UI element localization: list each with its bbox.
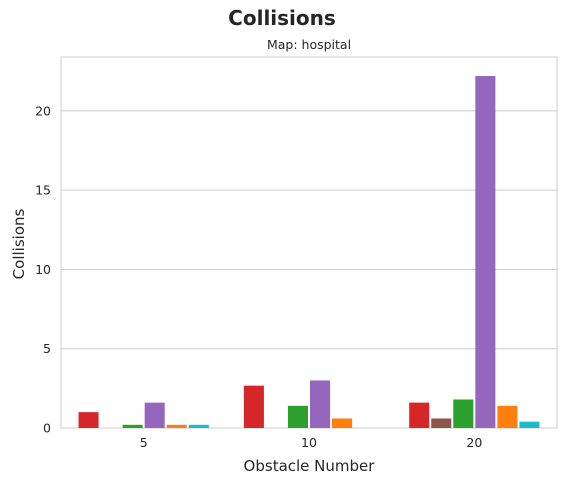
- bar: [144, 402, 165, 428]
- y-tick-label: 5: [43, 341, 51, 356]
- bar: [332, 418, 353, 428]
- y-tick-labels: 0 5 10 15 20: [35, 103, 51, 435]
- bar: [78, 412, 99, 428]
- bar: [409, 402, 430, 428]
- y-tick-label: 0: [43, 421, 51, 436]
- y-tick-label: 20: [35, 103, 51, 118]
- bar: [519, 421, 540, 428]
- x-tick-label: 20: [466, 435, 482, 450]
- plot-frame: [60, 56, 558, 429]
- bar: [166, 424, 187, 428]
- bar: [431, 418, 452, 428]
- bar: [310, 380, 331, 428]
- y-tick-label: 10: [35, 262, 51, 277]
- bar: [497, 405, 518, 428]
- bar: [287, 405, 308, 428]
- bar: [188, 424, 209, 428]
- y-axis-label: Collisions: [10, 209, 28, 280]
- chart-title: Collisions: [228, 6, 336, 30]
- bar: [475, 76, 496, 429]
- x-tick-label: 5: [140, 435, 148, 450]
- bar: [453, 399, 474, 428]
- bar: [243, 385, 264, 428]
- x-tick-labels: 5 10 20: [140, 435, 483, 450]
- x-tick-label: 10: [301, 435, 317, 450]
- chart-subtitle: Map: hospital: [267, 37, 351, 52]
- y-tick-label: 15: [35, 183, 51, 198]
- bar: [122, 424, 143, 428]
- x-axis-label: Obstacle Number: [244, 457, 376, 475]
- bars: [78, 76, 540, 429]
